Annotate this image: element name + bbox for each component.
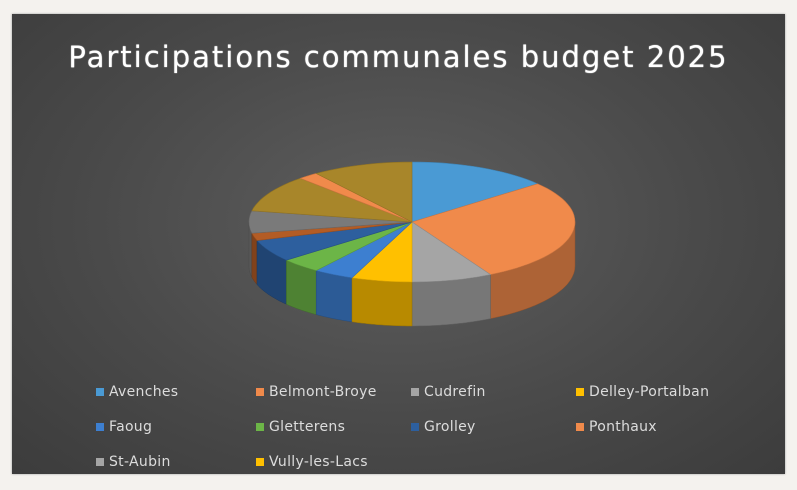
pie-slice-side — [411, 274, 491, 327]
pie-slice-avenches — [411, 161, 539, 223]
legend-swatch — [256, 423, 264, 431]
legend-item: Belmont-Broye — [256, 382, 377, 402]
pie-slice-delley-portalban — [351, 221, 413, 283]
pie-slice-side — [315, 270, 353, 323]
legend-swatch — [576, 423, 584, 431]
legend-label: Belmont-Broye — [269, 384, 377, 400]
pie-slice-cudrefin — [411, 221, 492, 283]
pie-side-walls — [248, 221, 576, 327]
pie-slice-unlabeled — [315, 161, 413, 223]
legend-swatch — [411, 388, 419, 396]
legend-swatch — [96, 458, 104, 466]
legend-item: Gletterens — [256, 417, 345, 437]
legend-label: Cudrefin — [424, 384, 486, 400]
legend-label: St-Aubin — [109, 454, 171, 470]
legend-label: Grolley — [424, 419, 476, 435]
legend-swatch — [411, 423, 419, 431]
legend-item: Grolley — [411, 417, 476, 437]
pie-slice-belmont-broye — [411, 183, 576, 275]
legend-swatch — [256, 458, 264, 466]
legend-item: Vully-les-Lacs — [256, 452, 368, 472]
legend-item: Delley-Portalban — [576, 382, 709, 402]
legend-item: St-Aubin — [96, 452, 171, 472]
legend-label: Gletterens — [269, 419, 346, 435]
pie-slice-st-aubin — [248, 210, 413, 234]
chart-title: Participations communales budget 2025 — [68, 40, 729, 74]
pie-slice-grolley — [256, 221, 413, 261]
legend-label: Vully-les-Lacs — [269, 454, 368, 470]
legend-swatch — [96, 423, 104, 431]
legend-swatch — [256, 388, 264, 396]
legend-label: Delley-Portalban — [589, 384, 710, 400]
legend-label: Faoug — [109, 419, 153, 435]
legend-item: Ponthaux — [576, 417, 657, 437]
legend-item: Faoug — [96, 417, 152, 437]
legend-item: Avenches — [96, 382, 178, 402]
chart-legend: Avenches Belmont-Broye Cudrefin Delley-Port… — [96, 382, 756, 472]
legend-label: Ponthaux — [589, 419, 657, 435]
legend-label: Avenches — [109, 384, 179, 400]
pie-chart — [248, 161, 576, 327]
pie-slice-side — [351, 277, 413, 327]
legend-item: Cudrefin — [411, 382, 486, 402]
pie-slice-faoug — [315, 221, 413, 279]
legend-swatch — [96, 388, 104, 396]
pie-slice-side — [251, 233, 258, 286]
legend-swatch — [576, 388, 584, 396]
pie-top-faces — [248, 161, 576, 283]
pie-slice-vully-les-lacs — [251, 177, 413, 223]
pie-slice-gletterens — [285, 221, 413, 271]
chart-panel: Participations communales budget 2025 Av… — [12, 14, 785, 474]
